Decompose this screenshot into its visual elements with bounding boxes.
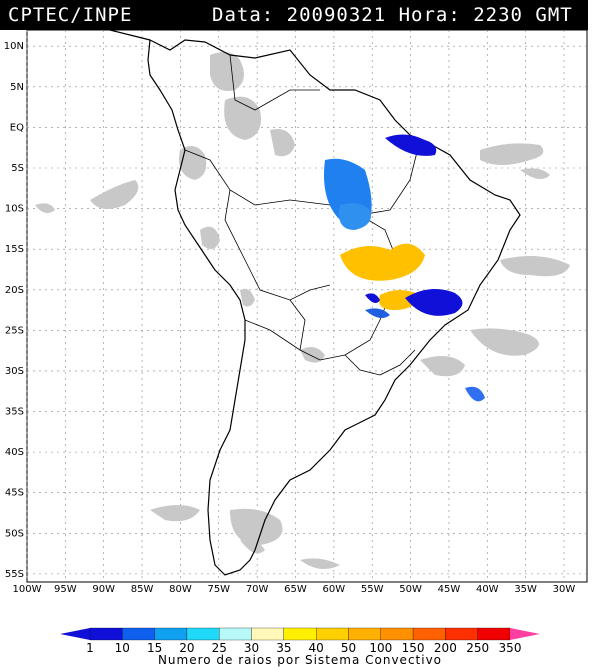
color-bar-arrow-left xyxy=(60,628,90,640)
color-bar-segment xyxy=(477,627,511,641)
cloud-cover xyxy=(35,51,570,569)
color-bar-tick-label: 50 xyxy=(341,641,356,655)
color-bar-segment xyxy=(412,627,446,641)
color-bar-segment xyxy=(89,627,123,641)
latitude-label: 5N xyxy=(10,82,24,93)
color-bar-legend: 1 10 15 20 25 30 35 40 50 100 150 200 250 350 Numero … xyxy=(60,627,540,667)
longitude-label: 70W xyxy=(246,584,269,592)
color-bar-segment xyxy=(154,627,188,641)
color-bar-segment xyxy=(445,627,478,641)
color-bar-segment xyxy=(251,627,284,641)
color-bar-segment xyxy=(186,627,220,641)
color-bar-title: Numero de raios por Sistema Convectivo xyxy=(158,653,442,667)
longitude-label: 55W xyxy=(361,584,384,592)
color-bar-segment xyxy=(380,627,414,641)
color-bar-tick-label: 150 xyxy=(402,641,425,655)
longitude-label: 80W xyxy=(169,584,192,592)
latitude-label: 55S xyxy=(5,569,24,580)
color-bar-segment xyxy=(316,627,349,641)
color-bar-tick-label: 100 xyxy=(369,641,392,655)
longitude-label: 50W xyxy=(399,584,422,592)
coastline xyxy=(109,30,521,576)
longitude-label: 65W xyxy=(284,584,307,592)
color-bar-segment xyxy=(348,627,381,641)
longitude-label: 60W xyxy=(323,584,346,592)
longitude-label: 45W xyxy=(438,584,461,592)
longitude-label: 95W xyxy=(54,584,77,592)
coordinate-grid: 100W 95W 90W 85W 80W 75W 70W 65W 60W 55W 50W 45W 40W… xyxy=(4,30,587,592)
source-label: CPTEC/INPE xyxy=(8,4,133,26)
color-bar-arrow-right xyxy=(510,628,540,640)
color-bar-tick-label: 350 xyxy=(499,641,522,655)
color-bar-segment xyxy=(283,627,317,641)
latitude-label: 40S xyxy=(5,447,24,458)
latitude-label: EQ xyxy=(10,122,24,133)
longitude-label: 35W xyxy=(514,584,537,592)
color-bar-segment xyxy=(219,627,252,641)
color-bar-tick-label: 15 xyxy=(147,641,162,655)
color-bar-tick-label: 1 xyxy=(86,641,94,655)
longitude-label: 90W xyxy=(92,584,115,592)
latitude-label: 30S xyxy=(5,366,24,377)
latitude-label: 10S xyxy=(5,204,24,215)
lightning-map: 100W 95W 90W 85W 80W 75W 70W 65W 60W 55W 50W 45W 40W… xyxy=(4,30,588,592)
latitude-label: 20S xyxy=(5,285,24,296)
map-header: CPTEC/INPE Data: 20090321 Hora: 2230 GMT xyxy=(0,0,588,30)
date-time-label: Data: 20090321 Hora: 2230 GMT xyxy=(212,4,573,26)
longitude-label: 75W xyxy=(207,584,230,592)
color-bar-tick-label: 35 xyxy=(276,641,291,655)
color-bar-tick-label: 25 xyxy=(212,641,227,655)
color-bar-tick-label: 200 xyxy=(434,641,457,655)
color-bar-tick-label: 20 xyxy=(179,641,194,655)
color-bar-tick-label: 40 xyxy=(309,641,324,655)
latitude-label: 15S xyxy=(5,244,24,255)
longitude-label: 85W xyxy=(131,584,154,592)
color-bar-tick-label: 250 xyxy=(466,641,489,655)
convective-systems xyxy=(324,134,485,402)
longitude-label: 40W xyxy=(476,584,499,592)
latitude-label: 10N xyxy=(4,41,24,52)
latitude-label: 45S xyxy=(5,488,24,499)
color-bar-segment xyxy=(122,627,155,641)
longitude-label: 30W xyxy=(553,584,576,592)
longitude-label: 100W xyxy=(13,584,42,592)
latitude-label: 50S xyxy=(5,528,24,539)
color-bar-tick-label: 30 xyxy=(244,641,259,655)
color-bar xyxy=(60,627,540,641)
latitude-label: 25S xyxy=(5,325,24,336)
latitude-label: 35S xyxy=(5,407,24,418)
color-bar-tick-label: 10 xyxy=(115,641,130,655)
latitude-label: 5S xyxy=(11,163,24,174)
map-frame xyxy=(26,30,588,583)
